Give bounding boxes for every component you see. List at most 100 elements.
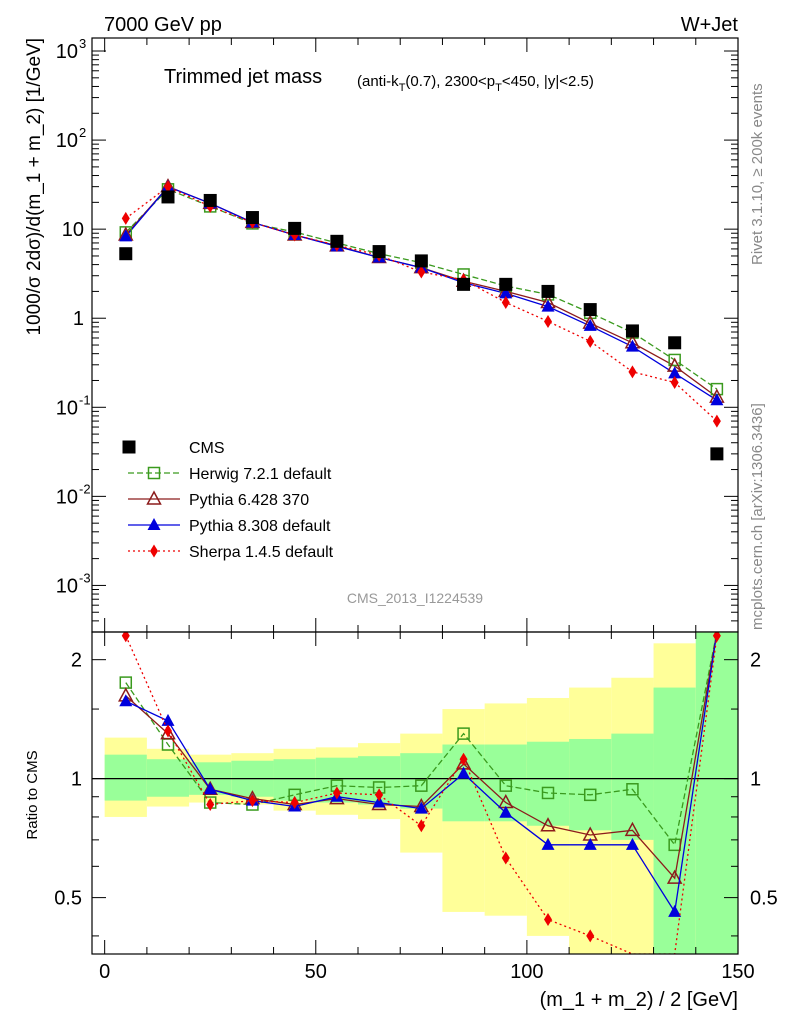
cms-data-point <box>710 447 724 461</box>
sherpa-marker <box>586 334 595 348</box>
ratio-panel: 0.5 0.5 1 1 2 2 <box>54 631 778 955</box>
header-energy: 7000 GeV pp <box>104 14 222 36</box>
ratio-line-open-square <box>125 632 718 847</box>
pythia8-marker <box>147 518 161 530</box>
pythia8-marker <box>668 904 682 917</box>
analysis-id: CMS_2013_I1224539 <box>347 590 483 606</box>
herwig-marker <box>119 676 133 689</box>
sherpa-marker <box>670 375 679 389</box>
pythia8-marker <box>541 837 555 850</box>
y-tick-label: 10 <box>56 41 78 63</box>
sherpa-marker <box>544 314 552 328</box>
cms-data-point <box>330 234 344 248</box>
x-tick-label: 100 <box>510 961 543 983</box>
legend-label: Sherpa 1.4.5 default <box>189 544 334 561</box>
cms-data-point <box>541 284 555 298</box>
pythia8-marker <box>499 286 513 299</box>
title-subscript: T <box>495 82 502 94</box>
ratio-tick-label: 2 <box>71 650 82 672</box>
cms-data-point <box>583 303 597 317</box>
herwig-marker <box>457 727 470 740</box>
legend-label: CMS <box>189 440 225 457</box>
sherpa-marker <box>712 414 721 428</box>
sherpa-marker <box>586 929 595 943</box>
y-tick-label: 1 <box>73 308 84 330</box>
pythia6-marker <box>146 490 162 505</box>
pythia8-marker <box>625 339 639 352</box>
legend-label: Pythia 8.308 default <box>189 518 331 535</box>
title-detail-part: (0.7), 2300<p <box>405 73 495 90</box>
y-tick-exponent: -1 <box>79 392 91 407</box>
legend-label: Pythia 6.428 370 <box>189 492 309 509</box>
sherpa-marker <box>417 819 426 833</box>
herwig-marker <box>583 788 597 802</box>
title-detail-part: (anti-k <box>357 73 399 90</box>
pythia8-marker <box>625 837 639 850</box>
title-subscript: T <box>399 82 406 94</box>
pythia8-marker <box>583 318 597 331</box>
pythia8-marker <box>203 782 217 795</box>
y-tick-exponent: -3 <box>79 570 91 585</box>
x-tick-label: 50 <box>305 961 327 983</box>
sherpa-marker <box>248 794 257 808</box>
pythia8-marker <box>668 366 682 379</box>
cms-data-point <box>119 247 133 261</box>
sherpa-marker <box>459 752 468 766</box>
pythia8-marker <box>414 801 428 814</box>
herwig-marker <box>499 779 513 792</box>
uncertainty-band-inner <box>569 738 612 831</box>
cms-data-point <box>245 211 259 225</box>
sherpa-marker <box>501 851 510 865</box>
y-tick-exponent: 3 <box>79 36 86 51</box>
ratio-y-axis-label: Ratio to CMS <box>24 750 41 839</box>
pythia6-marker <box>624 821 641 837</box>
cms-data-point <box>668 336 682 350</box>
pythia6-marker <box>540 817 556 832</box>
sherpa-marker <box>206 798 215 812</box>
series-line-filled-diamond <box>125 185 718 422</box>
legend: CMS Herwig 7.2.1 default Pythia 6.428 370 P… <box>122 440 334 561</box>
uncertainty-band-inner <box>104 754 147 801</box>
sherpa-marker <box>164 180 172 194</box>
sherpa-marker <box>150 544 158 558</box>
pythia6-marker <box>666 869 683 884</box>
pythia8-marker <box>372 795 386 808</box>
y-tick-label: 10 <box>56 397 78 419</box>
cms-data-point <box>288 221 302 235</box>
chart-title-main: Trimmed jet mass <box>164 66 322 88</box>
uncertainty-band-inner <box>526 741 570 826</box>
pythia8-marker <box>499 805 513 818</box>
cms-data-point <box>414 254 428 268</box>
ratio-frame <box>91 631 739 955</box>
cms-data-point <box>161 190 175 204</box>
y-tick-label: 10 <box>56 575 78 597</box>
header-process: W+Jet <box>681 14 739 36</box>
cms-data-point <box>499 277 513 291</box>
pythia6-marker <box>160 725 176 740</box>
main-frame <box>91 37 739 633</box>
sherpa-marker <box>121 211 130 225</box>
sherpa-marker <box>164 724 172 738</box>
pythia8-marker <box>161 713 175 726</box>
y-tick-exponent: -2 <box>79 481 91 496</box>
x-axis-label: (m_1 + m_2) / 2 [GeV] <box>540 989 738 1011</box>
pythia8-marker <box>541 299 555 312</box>
rivet-version-label: Rivet 3.1.10, ≥ 200k events <box>749 83 766 265</box>
ratio-tick-label: 1 <box>71 769 82 791</box>
sherpa-marker <box>375 788 384 802</box>
sherpa-marker <box>501 296 510 310</box>
series-line-open-triangle <box>125 185 718 398</box>
y-tick-label: 10 <box>62 219 84 241</box>
sherpa-marker <box>628 365 637 379</box>
herwig-marker <box>626 783 639 796</box>
sherpa-marker <box>332 786 341 800</box>
sherpa-marker <box>417 265 426 279</box>
sherpa-marker <box>544 913 552 927</box>
herwig-marker <box>415 779 428 792</box>
herwig-marker <box>541 786 555 800</box>
pythia8-marker <box>710 393 724 406</box>
y-tick-label: 10 <box>56 130 78 152</box>
herwig-marker <box>147 466 161 480</box>
